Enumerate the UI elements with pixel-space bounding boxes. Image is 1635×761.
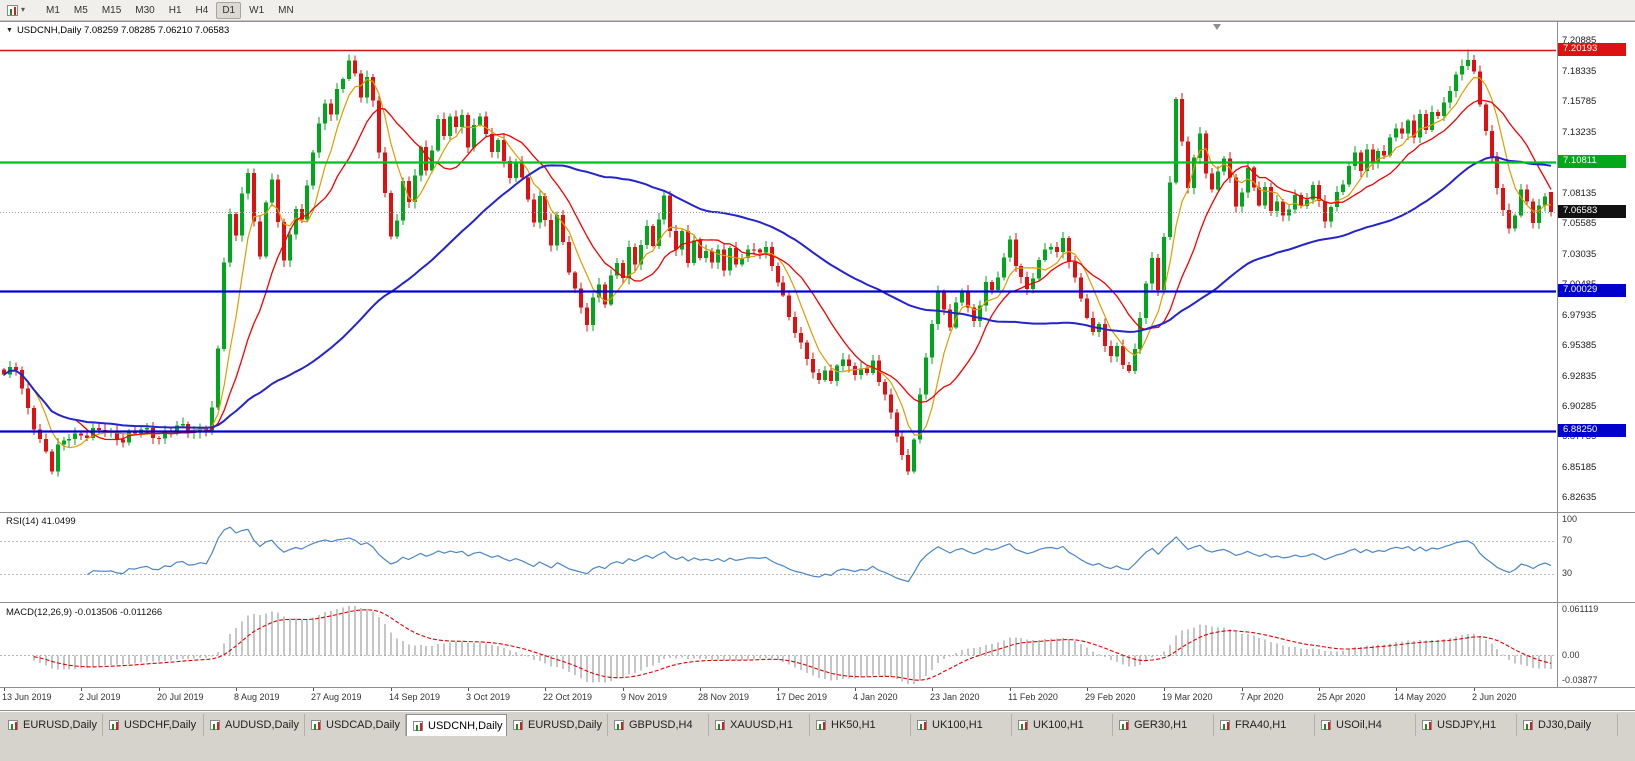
chart-tab-label: USDCHF,Daily [124,719,197,731]
chart-tab-label: UK100,H1 [1033,719,1084,731]
chart-tab[interactable]: EURUSD,Daily [507,714,608,736]
chart-tab-label: XAUUSD,H1 [730,719,793,731]
chart-tab-icon [614,720,624,730]
chart-tab-icon [917,720,927,730]
chart-tab[interactable]: GER30,H1 [1113,714,1214,736]
rsi-indicator-label: RSI(14) 41.0499 [6,516,76,527]
chart-tab[interactable]: UK100,H1 [1012,714,1113,736]
chart-tab[interactable]: HK50,H1 [810,714,911,736]
chart-tab-label: GBPUSD,H4 [629,719,693,731]
chart-tab[interactable]: FRA40,H1 [1214,714,1315,736]
chart-tab[interactable]: USDCAD,Daily [305,714,406,736]
chart-tab-label: UK100,H1 [932,719,983,731]
timeframe-button-w1[interactable]: W1 [249,4,265,16]
timeframe-button-d1[interactable]: D1 [216,1,242,19]
chart-tabs-bar: EURUSD,Daily USDCHF,Daily AUDUSD,Daily U… [0,711,1635,761]
chart-tab-label: AUDUSD,Daily [225,719,299,731]
timeframe-button-m1[interactable]: M1 [46,4,60,16]
chart-tab[interactable]: DJ30,Daily [1517,714,1618,736]
timeframe-button-m30[interactable]: M30 [135,4,155,16]
timeframe-buttons: M1 M5 M15 M30 H1 H4 D1 W1 MN [40,1,300,19]
chart-tab-icon [1220,720,1230,730]
chart-tab[interactable]: USDCNH,Daily [406,714,507,736]
chart-tab-icon [513,720,523,730]
chart-tabs: EURUSD,Daily USDCHF,Daily AUDUSD,Daily U… [0,714,1635,736]
chart-tab-label: USDJPY,H1 [1437,719,1497,731]
chart-tab-icon [210,720,220,730]
chart-tab-icon [109,720,119,730]
candlestick-chart-icon [7,4,18,16]
chart-tab-icon [1119,720,1129,730]
chart-tab-icon [413,720,423,731]
timeframe-button-m5[interactable]: M5 [73,4,88,16]
chart-tab[interactable]: USOil,H4 [1315,714,1416,736]
chart-title: ▼ USDCNH,Daily 7.08259 7.08285 7.06210 7… [6,25,229,36]
chart-tab-label: FRA40,H1 [1235,719,1287,731]
chart-tab-label: USDCAD,Daily [326,719,400,731]
chart-tab-label: DJ30,Daily [1538,719,1592,731]
timeframe-button-mn[interactable]: MN [278,4,294,16]
chart-tab[interactable]: GBPUSD,H4 [608,714,709,736]
chart-tab[interactable]: XAUUSD,H1 [709,714,810,736]
timeframe-button-h4[interactable]: H4 [195,4,209,16]
chevron-down-icon: ▾ [21,5,26,14]
chart-tab-label: GER30,H1 [1134,719,1188,731]
symbol-marker-icon: ▼ [6,27,13,34]
chart-tab-label: USOil,H4 [1336,719,1382,731]
timeframe-button-h1[interactable]: H1 [168,4,182,16]
chart-type-dropdown[interactable]: ▾ [4,4,28,17]
chart-tab-label: EURUSD,Daily [528,719,602,731]
chart-tab[interactable]: EURUSD,Daily [2,714,103,736]
chart-tab[interactable]: AUDUSD,Daily [204,714,305,736]
macd-indicator-label: MACD(12,26,9) -0.013506 -0.011266 [6,607,163,618]
chart-tab-icon [715,720,725,730]
chart-tab-icon [1523,720,1533,730]
chart-tab-icon [1321,720,1331,730]
chart-tab[interactable]: USDCHF,Daily [103,714,204,736]
chart-title-text: USDCNH,Daily 7.08259 7.08285 7.06210 7.0… [16,25,230,36]
chart-tab-icon [1018,720,1028,730]
chart-tab-icon [8,720,18,730]
timeframe-button-m15[interactable]: M15 [101,4,122,16]
timeframe-toolbar: ▾ M1 M5 M15 M30 H1 H4 D1 W1 MN [0,0,1635,21]
chart-tab[interactable]: UK100,H1 [911,714,1012,736]
chart-tab-icon [311,720,321,730]
chart-tab-label: HK50,H1 [831,719,876,731]
chart-tab-label: EURUSD,Daily [23,719,97,731]
chart-tab-label: USDCNH,Daily [428,719,503,732]
chart-tab[interactable]: USDJPY,H1 [1416,714,1517,736]
chart-shift-marker-icon[interactable] [1213,24,1221,30]
chart-tab-icon [1422,720,1432,730]
chart-tab-icon [816,720,826,730]
